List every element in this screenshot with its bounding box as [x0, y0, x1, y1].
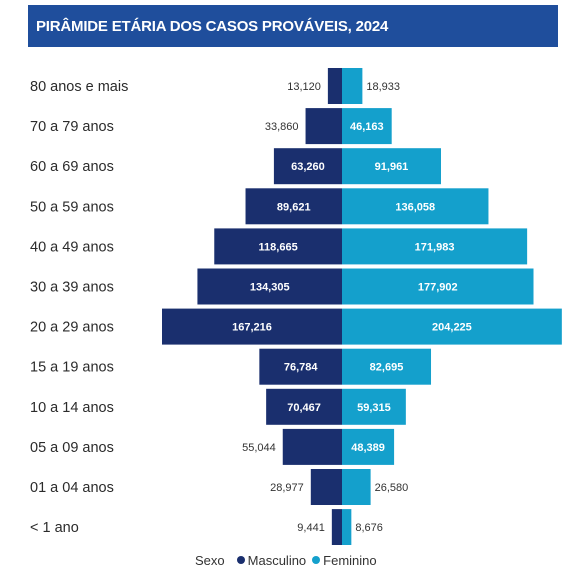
value-feminino-40-a-49-anos: 171,983: [415, 241, 455, 253]
category-label-01-a-04-anos: 01 a 04 anos: [30, 480, 114, 496]
value-feminino-50-a-59-anos: 136,058: [395, 201, 435, 213]
value-masculino-20-a-29-anos: 167,216: [232, 322, 272, 334]
bar-feminino-01-a-04-anos: [342, 469, 371, 505]
legend-dot-feminino: [312, 556, 321, 564]
bar-masculino-20-a-29-anos: [162, 308, 342, 345]
legend-label-feminino: Feminino: [323, 552, 377, 568]
value-masculino-1-ano: 9,441: [297, 522, 325, 534]
category-label-40-a-49-anos: 40 a 49 anos: [30, 239, 114, 255]
value-masculino-80-anos-e-mais: 13,120: [287, 81, 321, 93]
bar-feminino-70-a-79-anos: [342, 108, 392, 145]
population-pyramid-chart: 80 anos e mais 13,120 18,933 70 a 79 anos 33…: [30, 68, 562, 545]
bar-masculino-60-a-69-anos: [273, 148, 342, 185]
bar-feminino-30-a-39-anos: [342, 268, 534, 305]
bar-feminino-40-a-49-anos: [342, 228, 528, 265]
legend-item-feminino: Feminino: [312, 552, 377, 568]
value-feminino-70-a-79-anos: 46,163: [350, 121, 384, 133]
category-label-1-ano: < 1 ano: [30, 520, 79, 536]
value-masculino-50-a-59-anos: 89,621: [277, 201, 311, 213]
value-masculino-30-a-39-anos: 134,305: [250, 282, 290, 294]
bar-masculino-80-anos-e-mais: [327, 68, 342, 104]
bar-feminino-20-a-29-anos: [342, 308, 562, 345]
bar-masculino-15-a-19-anos: [259, 348, 342, 385]
value-feminino-01-a-04-anos: 26,580: [375, 482, 409, 494]
bar-masculino-50-a-59-anos: [245, 188, 342, 225]
category-label-10-a-14-anos: 10 a 14 anos: [30, 400, 114, 416]
category-label-50-a-59-anos: 50 a 59 anos: [30, 199, 114, 215]
legend-label-masculino: Masculino: [247, 552, 307, 568]
value-feminino-1-ano: 8,676: [355, 522, 383, 534]
value-feminino-30-a-39-anos: 177,902: [418, 282, 458, 294]
title-bar: PIRÂMIDE ETÁRIA DOS CASOS PROVÁVEIS, 202…: [28, 5, 558, 47]
value-feminino-15-a-19-anos: 82,695: [370, 362, 404, 374]
bar-feminino-15-a-19-anos: [342, 348, 432, 385]
value-masculino-70-a-79-anos: 33,860: [265, 121, 299, 133]
bar-masculino-05-a-09-anos: [282, 428, 342, 465]
value-feminino-20-a-29-anos: 204,225: [432, 322, 472, 334]
chart-title: PIRÂMIDE ETÁRIA DOS CASOS PROVÁVEIS, 202…: [36, 17, 389, 35]
value-masculino-15-a-19-anos: 76,784: [284, 362, 319, 374]
legend-item-masculino: Masculino: [236, 552, 307, 568]
category-label-30-a-39-anos: 30 a 39 anos: [30, 280, 114, 296]
value-masculino-10-a-14-anos: 70,467: [287, 402, 321, 414]
bar-feminino-10-a-14-anos: [342, 388, 406, 425]
category-label-20-a-29-anos: 20 a 29 anos: [30, 320, 114, 336]
bar-feminino-05-a-09-anos: [342, 428, 395, 465]
category-label-05-a-09-anos: 05 a 09 anos: [30, 440, 114, 456]
bar-feminino-80-anos-e-mais: [342, 68, 363, 104]
value-feminino-10-a-14-anos: 59,315: [357, 402, 391, 414]
bar-masculino-10-a-14-anos: [266, 388, 342, 425]
bar-feminino-60-a-69-anos: [342, 148, 441, 185]
bar-masculino-40-a-49-anos: [214, 228, 342, 265]
bar-feminino-50-a-59-anos: [342, 188, 489, 225]
value-feminino-60-a-69-anos: 91,961: [375, 161, 409, 173]
value-masculino-60-a-69-anos: 63,260: [291, 161, 325, 173]
bar-masculino-01-a-04-anos: [310, 469, 342, 505]
value-masculino-40-a-49-anos: 118,665: [259, 241, 298, 253]
value-masculino-05-a-09-anos: 55,044: [242, 442, 276, 454]
bar-masculino-70-a-79-anos: [305, 108, 342, 145]
category-label-80-anos-e-mais: 80 anos e mais: [30, 79, 128, 95]
bar-feminino-1-ano: [342, 509, 352, 545]
value-feminino-05-a-09-anos: 48,389: [351, 442, 385, 454]
legend-dot-masculino: [236, 556, 245, 564]
bar-masculino-30-a-39-anos: [197, 268, 342, 305]
value-masculino-01-a-04-anos: 28,977: [270, 482, 304, 494]
bar-masculino-1-ano: [331, 509, 342, 545]
legend-title: Sexo: [195, 552, 225, 568]
value-feminino-80-anos-e-mais: 18,933: [366, 81, 400, 93]
legend: Sexo Masculino Feminino: [195, 550, 383, 570]
category-label-70-a-79-anos: 70 a 79 anos: [30, 119, 114, 135]
category-label-15-a-19-anos: 15 a 19 anos: [30, 360, 114, 376]
category-label-60-a-69-anos: 60 a 69 anos: [30, 159, 114, 175]
